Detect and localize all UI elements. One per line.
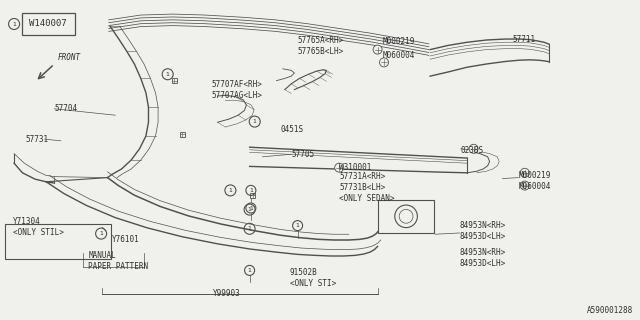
Text: 1: 1 bbox=[248, 268, 252, 273]
Text: A590001288: A590001288 bbox=[588, 306, 634, 315]
Text: 1: 1 bbox=[248, 207, 252, 212]
Text: Y76101: Y76101 bbox=[112, 235, 140, 244]
Circle shape bbox=[335, 163, 344, 172]
Text: 1: 1 bbox=[296, 223, 300, 228]
Text: 57731A<RH>
57731B<LH>
<ONLY SEDAN>: 57731A<RH> 57731B<LH> <ONLY SEDAN> bbox=[339, 172, 395, 203]
Text: 57711: 57711 bbox=[512, 36, 535, 44]
Bar bbox=[180, 132, 185, 137]
Text: FRONT: FRONT bbox=[58, 53, 81, 62]
Bar bbox=[172, 78, 177, 83]
Bar bbox=[250, 193, 255, 198]
Circle shape bbox=[380, 58, 388, 67]
Text: W140007: W140007 bbox=[29, 20, 67, 28]
Text: 91502B
<ONLY STI>: 91502B <ONLY STI> bbox=[290, 268, 336, 288]
Text: 1: 1 bbox=[12, 21, 16, 27]
Text: 84953N<RH>
84953D<LH>: 84953N<RH> 84953D<LH> bbox=[460, 248, 506, 268]
Circle shape bbox=[520, 168, 529, 177]
FancyBboxPatch shape bbox=[22, 13, 75, 35]
Text: 57705: 57705 bbox=[291, 150, 314, 159]
Text: 1: 1 bbox=[99, 231, 103, 236]
Text: 0451S: 0451S bbox=[280, 125, 303, 134]
Text: 1: 1 bbox=[249, 188, 253, 193]
Text: 57765A<RH>
57765B<LH>: 57765A<RH> 57765B<LH> bbox=[298, 36, 344, 56]
Text: 57731: 57731 bbox=[26, 135, 49, 144]
Text: 1: 1 bbox=[228, 188, 232, 193]
Circle shape bbox=[373, 45, 382, 54]
Text: M000219
M060004: M000219 M060004 bbox=[518, 171, 551, 191]
Text: 57707AF<RH>
57707AG<LH>: 57707AF<RH> 57707AG<LH> bbox=[211, 80, 262, 100]
Text: MANUAL
PAPER PATTERN: MANUAL PAPER PATTERN bbox=[88, 251, 148, 271]
Text: 0238S: 0238S bbox=[461, 146, 484, 155]
Text: Y71304
<ONLY STIL>: Y71304 <ONLY STIL> bbox=[13, 217, 63, 237]
Text: W310001: W310001 bbox=[339, 164, 372, 172]
Text: 1: 1 bbox=[166, 72, 170, 77]
Text: 1: 1 bbox=[249, 205, 253, 211]
Text: 84953N<RH>
84953D<LH>: 84953N<RH> 84953D<LH> bbox=[460, 221, 506, 241]
Text: 57704: 57704 bbox=[54, 104, 77, 113]
FancyBboxPatch shape bbox=[5, 224, 111, 259]
Text: Y99903: Y99903 bbox=[213, 289, 241, 298]
Text: M000219: M000219 bbox=[383, 37, 415, 46]
Text: 1: 1 bbox=[253, 119, 257, 124]
Text: M060004: M060004 bbox=[383, 52, 415, 60]
Circle shape bbox=[469, 144, 478, 153]
Circle shape bbox=[520, 181, 529, 190]
Text: 1: 1 bbox=[248, 226, 252, 231]
FancyBboxPatch shape bbox=[378, 200, 435, 233]
